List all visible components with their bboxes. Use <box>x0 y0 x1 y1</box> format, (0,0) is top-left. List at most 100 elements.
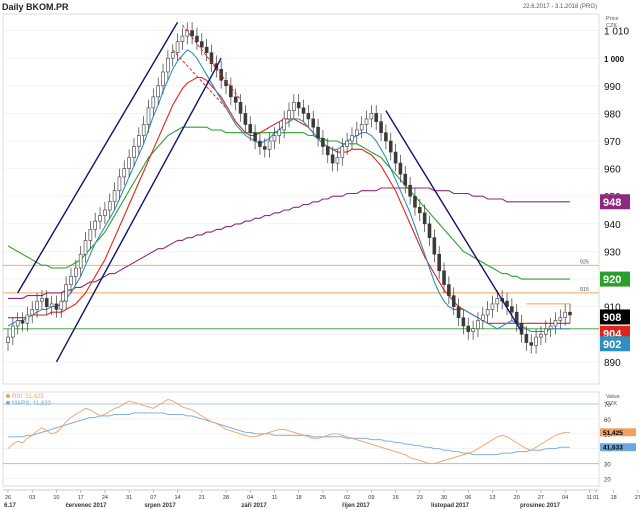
tag-ma-green <box>600 271 630 287</box>
candle-body <box>563 311 567 319</box>
candle-body <box>277 129 282 136</box>
candle-body <box>403 173 408 186</box>
date-tick-label: 23 <box>417 495 423 501</box>
candle-body <box>195 35 199 42</box>
rsi-series <box>7 399 570 465</box>
date-tick-label: 21 <box>199 495 205 501</box>
month-label: červenec 2017 <box>65 503 107 509</box>
candle-body <box>558 317 563 321</box>
candle-body <box>229 85 233 98</box>
candle-body <box>49 303 54 307</box>
candle-body <box>200 41 204 48</box>
downtrend-line <box>385 110 523 332</box>
candle-body <box>359 124 364 131</box>
candle-body <box>112 190 117 203</box>
date-tick-label: 28 <box>223 495 229 501</box>
candle-body <box>301 107 306 114</box>
price-gridlines <box>3 30 599 363</box>
date-tick-label: 25 <box>320 495 326 501</box>
month-label: srpen 2017 <box>144 503 176 509</box>
date-tick-label: 17 <box>78 495 84 501</box>
price-axis-label: Price <box>606 16 619 22</box>
candle-body <box>54 303 59 310</box>
rsi-value-tag-text: 51,425 <box>603 430 623 437</box>
candle-body <box>74 267 78 277</box>
candle-body <box>267 140 272 150</box>
date-range: 22.6.2017 - 3.1.2018 (PRG) <box>523 4 597 10</box>
candle-body <box>418 206 422 214</box>
candle-body <box>170 52 175 59</box>
candle-body <box>447 284 451 296</box>
candle-body <box>388 140 393 153</box>
candle-body <box>180 35 185 42</box>
candle-body <box>44 298 49 307</box>
candle-body <box>11 325 15 338</box>
candle-body <box>69 276 73 285</box>
dashed-resistance-line <box>182 24 241 100</box>
rsi-legend-icon <box>6 394 10 398</box>
date-tick-label: 26 <box>5 495 11 501</box>
candle-body <box>132 146 136 158</box>
candle-body <box>456 306 461 319</box>
candle-body <box>316 126 320 139</box>
candle-body <box>306 113 311 120</box>
month-label: 6.17 <box>4 503 16 509</box>
candle-body <box>529 342 534 346</box>
candle-body <box>151 96 156 109</box>
candle-body <box>374 113 378 122</box>
tag-ma-green-value: 920 <box>603 274 621 286</box>
candle-body <box>272 135 277 142</box>
month-label: listopad 2017 <box>431 503 470 509</box>
date-tick-label: 27 <box>635 495 640 501</box>
candle-body <box>539 333 543 338</box>
candle-body <box>340 146 345 158</box>
price-tick-label: 930 <box>604 247 621 258</box>
price-tick-label: 960 <box>604 165 621 176</box>
horizontal-levels <box>3 264 599 330</box>
mars-line <box>8 412 570 456</box>
dashed-support-line <box>172 49 227 109</box>
candle-body <box>321 137 325 147</box>
price-tick-label: 890 <box>604 358 621 369</box>
candle-body <box>495 298 500 305</box>
date-tick-label: 14 <box>175 495 181 501</box>
candle-body <box>253 132 257 142</box>
candle-body <box>40 298 44 302</box>
date-tick-label: 27 <box>538 495 544 501</box>
candle-body <box>398 162 403 175</box>
candle-body <box>209 52 214 65</box>
candle-body <box>103 209 107 216</box>
candle-body <box>476 320 480 330</box>
date-tick-label: 01 <box>593 495 599 501</box>
candle-body <box>442 270 446 285</box>
candle-body <box>481 314 485 321</box>
rsi-tick-label: 60 <box>604 418 611 424</box>
date-tick-label: 30 <box>441 495 447 501</box>
price-tick-label: 970 <box>604 137 621 148</box>
date-tick-label: 18 <box>296 495 302 501</box>
tag-ma-blue-value: 902 <box>603 339 621 351</box>
candle-body <box>369 113 374 120</box>
date-tick-label: 09 <box>368 495 374 501</box>
date-tick-label: 04 <box>562 495 568 501</box>
uptrend-line-upper <box>17 21 179 294</box>
rsi-plot-area[interactable] <box>2 391 600 487</box>
trend-lines <box>17 21 570 363</box>
mars-legend-icon <box>6 401 10 405</box>
candle-body <box>20 320 25 324</box>
candle-body <box>408 184 412 197</box>
candle-body <box>83 240 88 255</box>
candle-body <box>78 253 83 269</box>
level-label-925: 925 <box>580 259 589 265</box>
candle-body <box>287 110 291 120</box>
candle-body <box>350 135 354 142</box>
candle-body <box>233 96 238 103</box>
candle-body <box>524 333 529 343</box>
date-tick-label: 06 <box>465 495 471 501</box>
candle-body <box>461 317 466 327</box>
candle-body <box>88 229 93 241</box>
date-tick-label: 18 <box>611 495 617 501</box>
date-tick-label: 31 <box>126 495 132 501</box>
candle-body <box>543 328 548 335</box>
candle-body <box>248 124 253 134</box>
